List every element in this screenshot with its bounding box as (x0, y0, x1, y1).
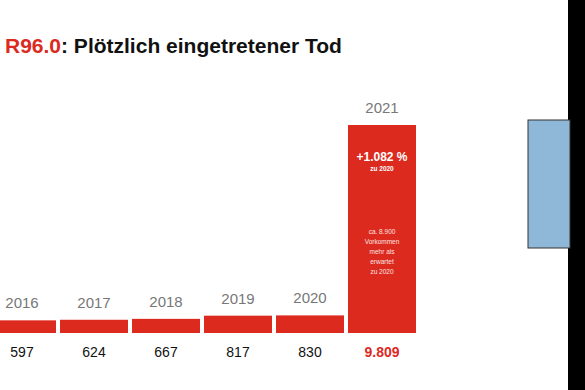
title: R96.0: Plötzlich eingetretener Tod (5, 34, 342, 57)
annotation: ca. 8.900 (369, 228, 396, 235)
category-label: 2021 (365, 99, 398, 116)
data-label: 830 (298, 344, 322, 360)
category-label: 2017 (77, 294, 110, 311)
category-label: 2019 (221, 290, 254, 307)
category-label: 2020 (293, 289, 326, 306)
data-label: 9.809 (364, 344, 399, 360)
annotations: +1.082 %zu 2020ca. 8.900Vorkommenmehr al… (356, 150, 407, 275)
bar (132, 319, 200, 333)
data-label: 667 (154, 344, 178, 360)
data-labels: 597 624 667 817 830 9.809 (10, 344, 399, 360)
bar (276, 315, 344, 333)
data-label: 597 (10, 344, 34, 360)
bar (60, 320, 128, 333)
annotation: +1.082 % (356, 150, 407, 164)
data-label: 624 (82, 344, 106, 360)
category-label: 2018 (149, 293, 182, 310)
video-thumbnail (528, 120, 570, 248)
bar (348, 125, 416, 333)
bar (0, 320, 56, 333)
edge-strip (568, 0, 585, 390)
category-label: 2016 (5, 294, 38, 311)
annotation: mehr als (370, 248, 396, 255)
annotation: zu 2020 (370, 165, 394, 172)
bars (0, 125, 416, 333)
annotation: zu 2020 (370, 268, 394, 275)
annotation: erwartet (370, 258, 394, 265)
bar (204, 316, 272, 333)
data-label: 817 (226, 344, 250, 360)
chart: R96.0: Plötzlich eingetretener Tod201620… (0, 0, 585, 390)
annotation: Vorkommen (365, 238, 400, 245)
category-labels: 2016 2017 2018 2019 2020 2021 (5, 99, 398, 311)
